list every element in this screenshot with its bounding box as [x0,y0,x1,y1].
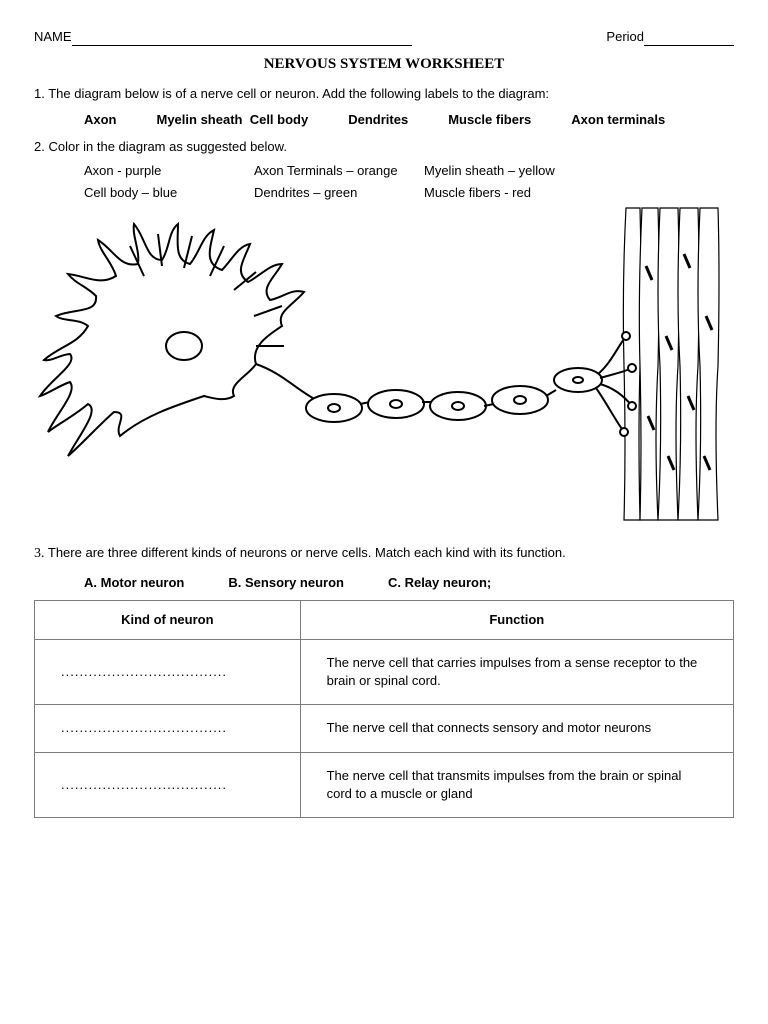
func-3: The nerve cell that transmits impulses f… [300,752,733,817]
color-axon: Axon - purple [84,162,254,180]
name-blank[interactable] [72,33,412,46]
blank-3[interactable]: .................................... [61,777,227,792]
table-row: .................................... The… [35,640,734,705]
q3-text: There are three different kinds of neuro… [48,545,566,560]
color-cell-body: Cell body – blue [84,184,254,202]
neuron-diagram [34,206,734,526]
period-label: Period [606,29,644,44]
color-myelin: Myelin sheath – yellow [424,162,594,180]
worksheet-title: NERVOUS SYSTEM WORKSHEET [34,54,734,75]
color-dendrites: Dendrites – green [254,184,424,202]
q3-number: 3. [34,546,45,561]
question-2: 2. Color in the diagram as suggested bel… [34,138,734,156]
period-blank[interactable] [644,33,734,46]
blank-2[interactable]: .................................... [61,720,227,735]
question-3: 3. There are three different kinds of ne… [34,544,734,564]
header-row: NAME Period [34,28,734,46]
name-label: NAME [34,29,72,44]
opt-relay: C. Relay neuron; [388,574,491,592]
blank-1[interactable]: .................................... [61,664,227,679]
label-muscle: Muscle fibers [448,111,531,129]
opt-sensory: B. Sensory neuron [228,574,344,592]
table-row: .................................... The… [35,752,734,817]
question-1: 1. The diagram below is of a nerve cell … [34,85,734,103]
neuron-svg [34,206,734,526]
q1-labels: Axon Myelin sheath Cell body Dendrites M… [84,111,734,129]
label-axon: Axon [84,111,117,129]
func-2: The nerve cell that connects sensory and… [300,705,733,752]
color-muscle: Muscle fibers - red [424,184,594,202]
muscle-fibers [623,208,719,520]
label-axon-terminals: Axon terminals [571,111,665,129]
q3-options: A. Motor neuron B. Sensory neuron C. Rel… [84,574,734,592]
period-field[interactable]: Period [606,28,734,46]
axon-myelin [256,364,602,422]
opt-motor: A. Motor neuron [84,574,184,592]
q2-color-key: Axon - purple Axon Terminals – orange My… [84,162,734,202]
col-function: Function [300,600,733,639]
label-myelin: Myelin sheath Cell body [157,111,309,129]
name-field[interactable]: NAME [34,28,412,46]
color-axon-terminals: Axon Terminals – orange [254,162,424,180]
col-kind: Kind of neuron [35,600,301,639]
table-row: .................................... The… [35,705,734,752]
match-table: Kind of neuron Function ................… [34,600,734,818]
cell-body-dendrites [40,224,304,456]
func-1: The nerve cell that carries impulses fro… [300,640,733,705]
label-dendrites: Dendrites [348,111,408,129]
